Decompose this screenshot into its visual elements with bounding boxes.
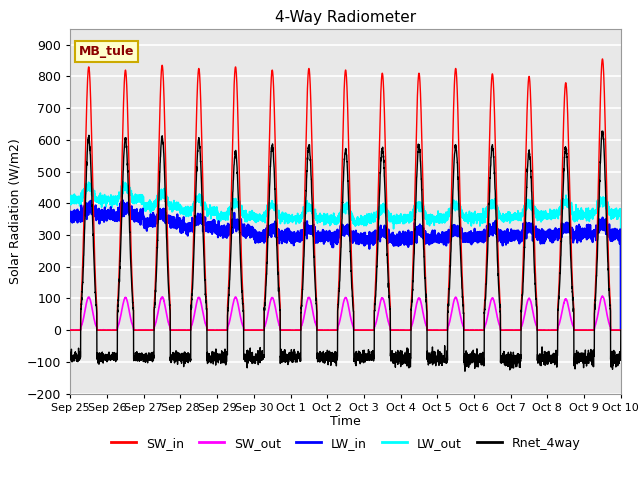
LW_out: [119, 179, 127, 184]
Rnet_4way: [616, 352, 624, 358]
Rnet_4way: [500, 352, 508, 358]
Line: SW_in: SW_in: [70, 59, 621, 330]
Line: LW_out: LW_out: [70, 181, 621, 330]
Line: SW_out: SW_out: [70, 296, 621, 330]
SW_in: [617, 327, 625, 333]
SW_out: [67, 327, 74, 333]
LW_in: [500, 237, 508, 242]
Y-axis label: Solar Radiation (W/m2): Solar Radiation (W/m2): [8, 138, 22, 284]
Rnet_4way: [438, 357, 446, 363]
LW_out: [469, 214, 477, 219]
LW_out: [617, 327, 625, 333]
SW_in: [616, 327, 624, 333]
SW_out: [616, 327, 624, 333]
SW_in: [166, 288, 173, 294]
Rnet_4way: [617, 327, 625, 333]
LW_in: [617, 327, 625, 333]
Rnet_4way: [469, 354, 477, 360]
SW_in: [500, 327, 508, 333]
Text: MB_tule: MB_tule: [79, 45, 134, 58]
SW_out: [599, 293, 607, 299]
LW_out: [166, 204, 173, 210]
LW_in: [166, 213, 173, 218]
LW_in: [616, 230, 624, 236]
Rnet_4way: [325, 348, 333, 354]
SW_out: [166, 323, 173, 328]
LW_in: [67, 210, 74, 216]
LW_in: [325, 237, 333, 242]
SW_out: [469, 327, 477, 333]
LW_out: [500, 212, 508, 218]
Line: Rnet_4way: Rnet_4way: [70, 131, 621, 371]
SW_in: [469, 327, 477, 333]
SW_in: [67, 327, 74, 333]
Line: LW_in: LW_in: [70, 200, 621, 330]
LW_out: [67, 201, 74, 206]
SW_out: [617, 327, 625, 333]
LW_in: [469, 237, 477, 243]
Title: 4-Way Radiometer: 4-Way Radiometer: [275, 10, 416, 25]
LW_in: [119, 197, 127, 203]
Rnet_4way: [461, 368, 468, 374]
SW_out: [325, 327, 333, 333]
LW_in: [438, 234, 446, 240]
LW_out: [616, 210, 624, 216]
SW_out: [500, 327, 508, 333]
X-axis label: Time: Time: [330, 415, 361, 429]
SW_in: [438, 327, 446, 333]
SW_in: [598, 56, 606, 62]
Legend: SW_in, SW_out, LW_in, LW_out, Rnet_4way: SW_in, SW_out, LW_in, LW_out, Rnet_4way: [106, 432, 586, 455]
SW_in: [325, 327, 333, 333]
LW_out: [438, 213, 446, 218]
Rnet_4way: [166, 297, 173, 303]
Rnet_4way: [598, 128, 606, 134]
LW_out: [325, 214, 333, 219]
Rnet_4way: [67, 349, 74, 355]
SW_out: [438, 327, 446, 333]
